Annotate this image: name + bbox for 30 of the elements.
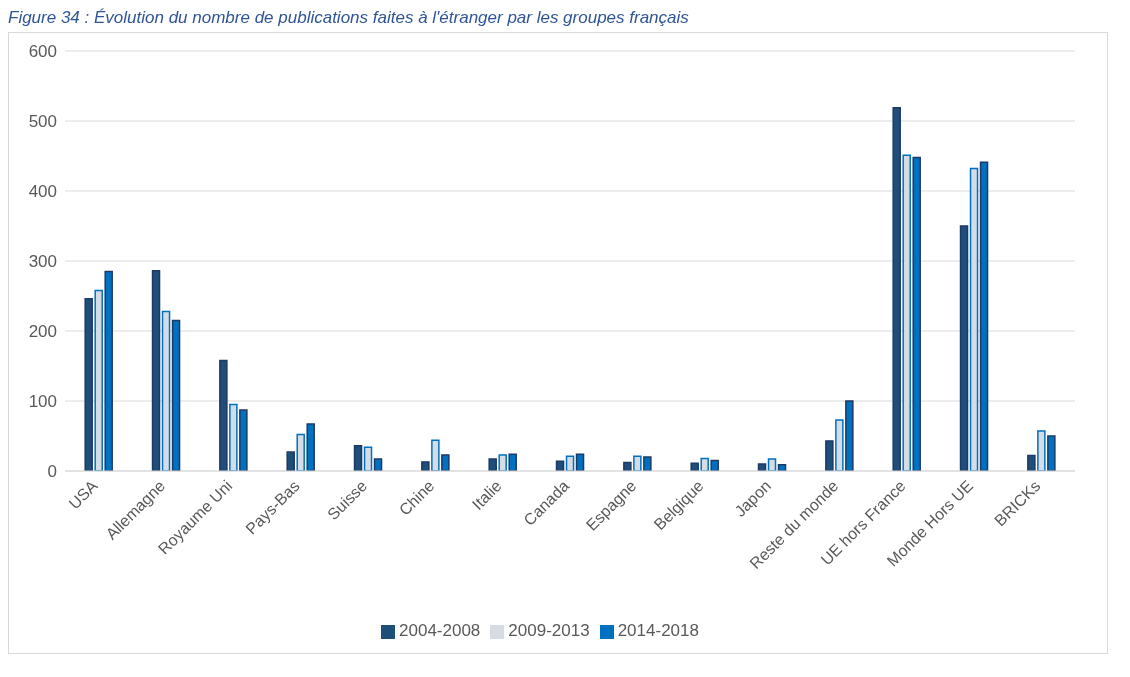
bar bbox=[151, 270, 161, 471]
bar bbox=[219, 359, 228, 471]
bar bbox=[171, 319, 181, 471]
y-tick-label: 400 bbox=[28, 182, 57, 202]
bar bbox=[488, 458, 497, 471]
y-tick-label: 200 bbox=[28, 322, 57, 342]
bar bbox=[555, 460, 565, 471]
y-tick-label: 300 bbox=[28, 252, 57, 272]
bar bbox=[84, 298, 93, 471]
bar bbox=[959, 225, 969, 471]
chart-title: Figure 34 : Évolution du nombre de publications faites à l'étranger par les groupes français bbox=[8, 8, 690, 28]
legend-label: 2014-2018 bbox=[617, 621, 699, 640]
bar bbox=[373, 458, 383, 471]
y-tick-label: 600 bbox=[28, 42, 57, 62]
bar bbox=[623, 461, 632, 471]
y-tick-label: 0 bbox=[47, 462, 57, 482]
legend-label: 2004-2008 bbox=[399, 621, 481, 640]
legend-label: 2009-2013 bbox=[508, 621, 590, 640]
bar bbox=[575, 453, 585, 471]
y-tick-label: 500 bbox=[28, 112, 57, 132]
bar bbox=[892, 106, 901, 471]
bar bbox=[421, 461, 430, 471]
y-tick-label: 100 bbox=[28, 392, 57, 412]
bar bbox=[1027, 454, 1036, 471]
bar bbox=[286, 451, 295, 471]
bar bbox=[825, 440, 834, 471]
bar bbox=[353, 445, 363, 471]
x-tick-label: USA bbox=[65, 476, 102, 513]
bar bbox=[690, 462, 699, 471]
bar bbox=[979, 161, 989, 471]
